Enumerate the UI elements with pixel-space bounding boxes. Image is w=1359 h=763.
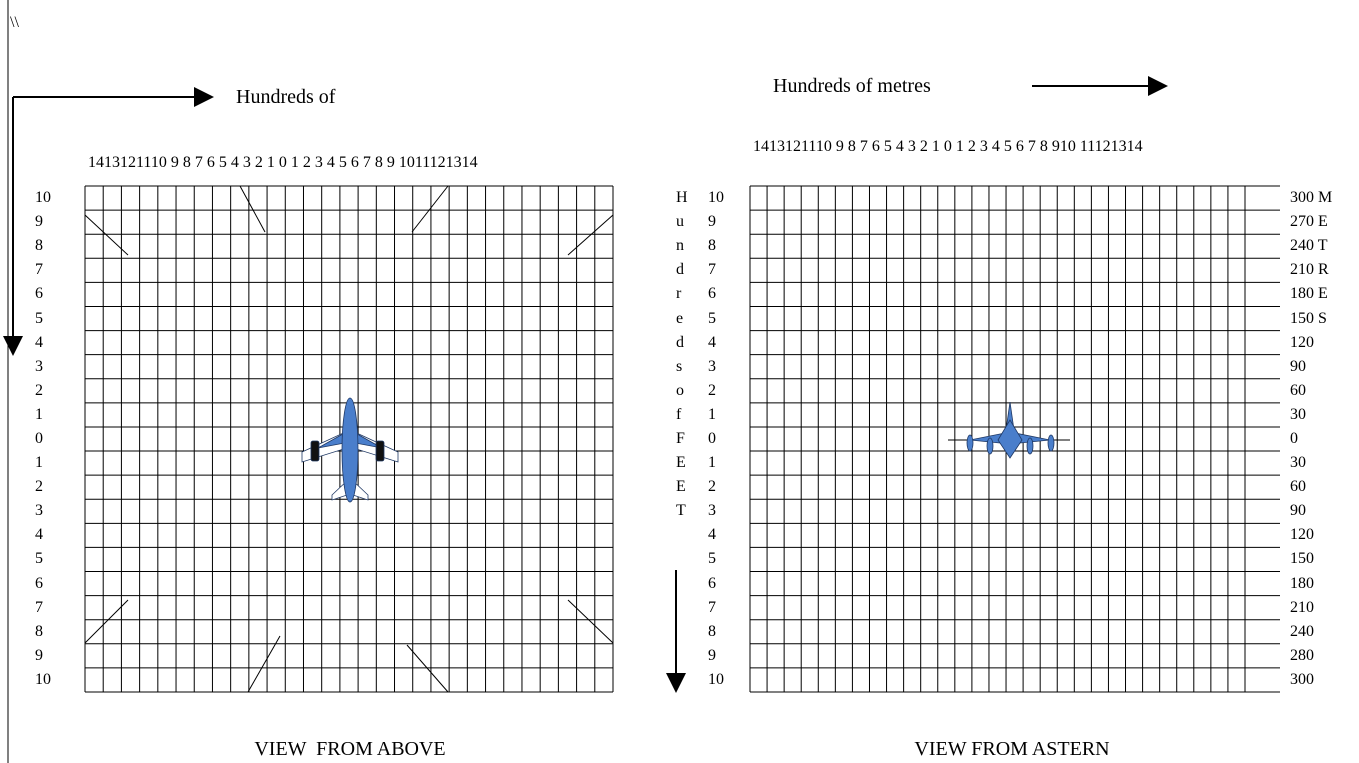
row-label: 7 — [708, 598, 716, 616]
row-label: 2 — [708, 381, 716, 399]
row-label: 4 — [708, 526, 716, 544]
caption: VIEW FROM ABOVE — [254, 738, 446, 760]
row-label: 5 — [708, 550, 716, 568]
row-label: 8 — [35, 237, 43, 255]
row-label: 8 — [708, 237, 716, 255]
vertical-letter: H — [676, 189, 688, 207]
row-label: 7 — [35, 261, 43, 279]
row-label: 9 — [35, 646, 43, 664]
row-label: 6 — [708, 574, 716, 592]
metres-label: 30 — [1290, 454, 1306, 472]
row-label: 5 — [35, 309, 43, 327]
vertical-letter: n — [676, 237, 684, 255]
caption: VIEW FROM ASTERN — [914, 738, 1110, 760]
row-label: 10 — [708, 189, 724, 207]
row-label: 9 — [708, 213, 716, 231]
row-label: 9 — [35, 213, 43, 231]
row-label: 5 — [708, 309, 716, 327]
row-label: 7 — [35, 598, 43, 616]
row-label: 7 — [708, 261, 716, 279]
row-label: 4 — [35, 526, 43, 544]
row-label: 0 — [35, 430, 43, 447]
row-label: 6 — [708, 285, 716, 303]
vertical-letter: f — [676, 405, 682, 423]
row-label: 8 — [708, 622, 716, 640]
metres-label: 210 R — [1290, 261, 1329, 279]
row-label: 0 — [708, 430, 716, 447]
grids — [84, 185, 1280, 693]
column-labels: 1413121110 9 8 7 6 5 4 3 2 1 0 1 2 3 4 5… — [753, 138, 1143, 155]
metres-label: 120 — [1290, 526, 1314, 544]
row-label: 5 — [35, 550, 43, 568]
row-label: 3 — [35, 502, 43, 520]
row-label: 3 — [708, 357, 716, 375]
vertical-letter: s — [676, 357, 683, 375]
vertical-letter: e — [676, 309, 684, 327]
row-label: 6 — [35, 574, 43, 592]
row-label: 9 — [708, 646, 716, 664]
vertical-letter: o — [676, 381, 684, 399]
row-label: 10 — [708, 670, 724, 688]
metres-label: 90 — [1290, 357, 1306, 375]
corner-markers — [84, 185, 614, 693]
metres-label: 150 S — [1290, 309, 1327, 327]
row-label: 8 — [35, 622, 43, 640]
row-label: 10 — [35, 189, 51, 207]
row-label: 1 — [35, 405, 43, 423]
vertical-letter: F — [676, 430, 685, 447]
row-label: 2 — [35, 381, 43, 399]
metres-label: 60 — [1290, 478, 1306, 496]
row-label: 10 — [35, 670, 51, 688]
row-label: 1 — [35, 454, 43, 472]
metres-label: 300 — [1290, 670, 1314, 688]
corner-mark: \\ — [10, 14, 19, 31]
aircraft-rear-view — [948, 401, 1070, 459]
metres-label: 0 — [1290, 430, 1298, 447]
vertical-letter: E — [676, 454, 686, 472]
metres-label: 300 M — [1290, 189, 1333, 207]
metres-label: 180 E — [1290, 285, 1328, 303]
vertical-letter: d — [676, 333, 684, 351]
metres-label: 60 — [1290, 381, 1306, 399]
column-labels: 1413121110 9 8 7 6 5 4 3 2 1 0 1 2 3 4 5… — [88, 154, 478, 171]
row-label: 2 — [708, 478, 716, 496]
metres-label: 210 — [1290, 598, 1314, 616]
metres-label: 280 — [1290, 646, 1314, 664]
row-label: 1 — [708, 405, 716, 423]
metres-label: 120 — [1290, 333, 1314, 351]
aircraft-top-view — [301, 397, 399, 503]
row-label: 3 — [35, 357, 43, 375]
metres-label: 240 T — [1290, 237, 1328, 255]
metres-label: 180 — [1290, 574, 1314, 592]
row-label: 4 — [35, 333, 43, 351]
vertical-letter: d — [676, 261, 684, 279]
row-label: 4 — [708, 333, 716, 351]
vertical-letter: r — [676, 285, 682, 303]
vertical-letter: u — [676, 213, 684, 231]
vertical-letter: T — [676, 502, 686, 520]
vertical-letter: E — [676, 478, 686, 496]
metres-label: 240 — [1290, 622, 1314, 640]
metres-label: 150 — [1290, 550, 1314, 568]
row-label: 2 — [35, 478, 43, 496]
axis-label: Hundreds of metres — [773, 75, 931, 97]
metres-label: 90 — [1290, 502, 1306, 520]
row-label: 3 — [708, 502, 716, 520]
metres-label: 30 — [1290, 405, 1306, 423]
axis-label: Hundreds of — [236, 86, 336, 108]
row-label: 6 — [35, 285, 43, 303]
row-label: 1 — [708, 454, 716, 472]
metres-label: 270 E — [1290, 213, 1328, 231]
